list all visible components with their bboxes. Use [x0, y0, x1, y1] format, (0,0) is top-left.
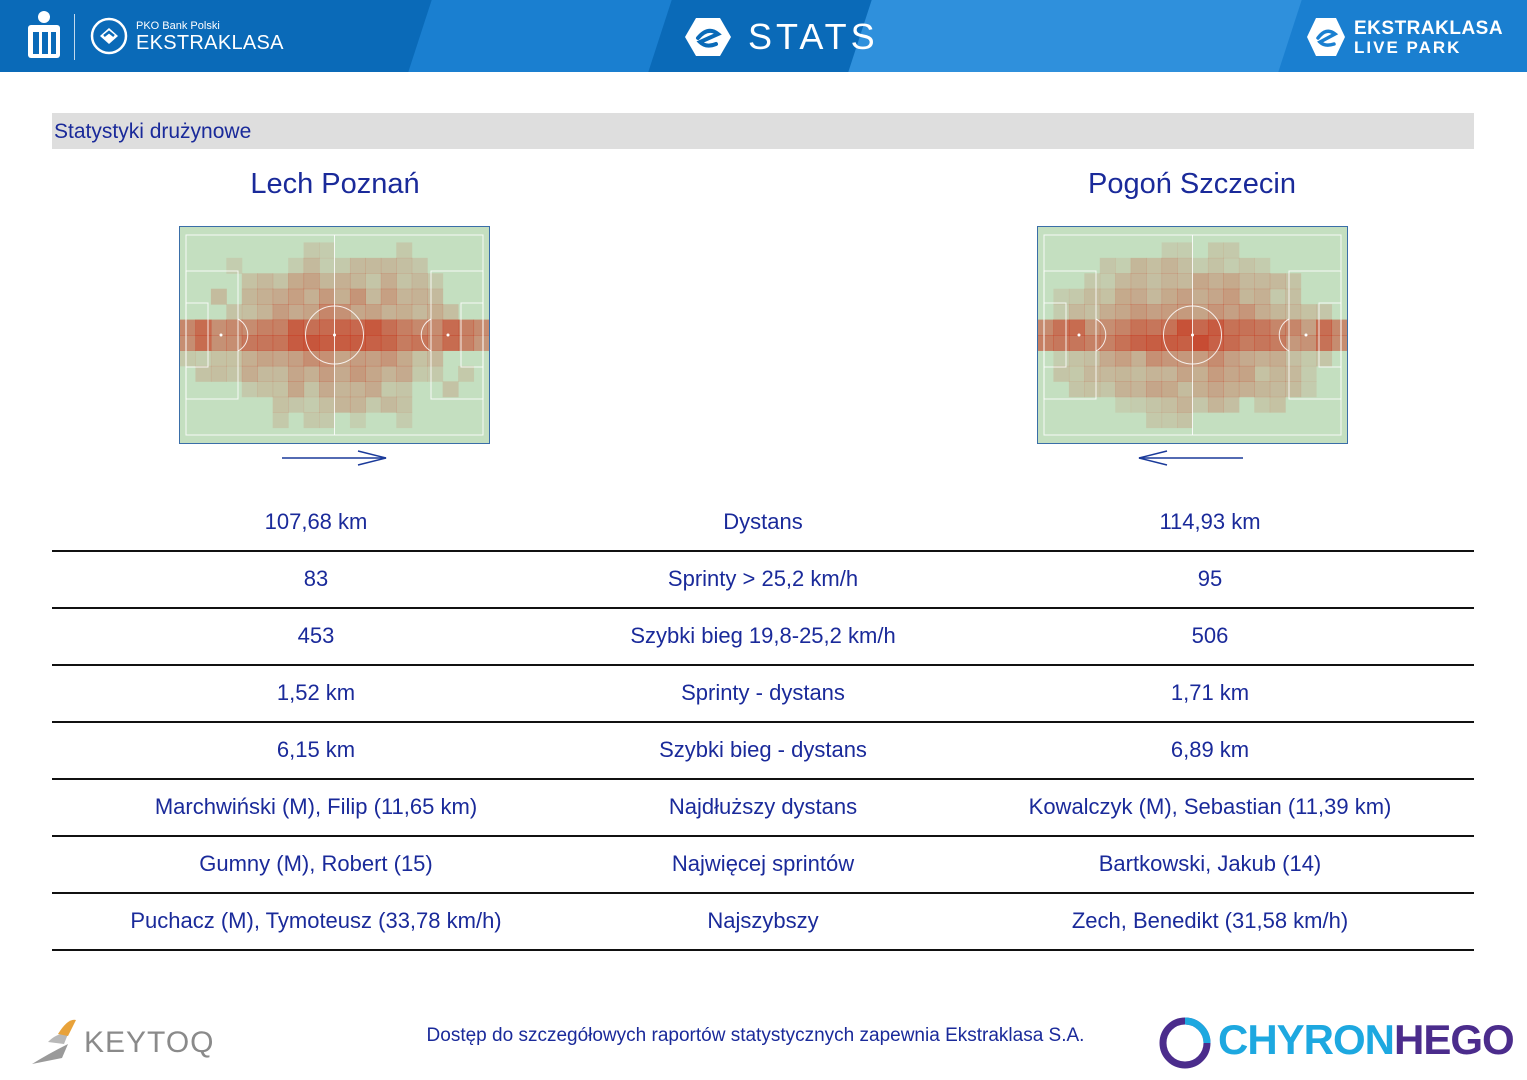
keytoq-logo-text: KEYTOQ [84, 1026, 215, 1059]
chyronhego-logo-icon [1159, 1017, 1211, 1069]
ekstraklasa-brand: EKSTRAKLASA [136, 32, 284, 54]
home-stat-value: 107,68 km [264, 509, 368, 534]
team-stats-table: 107,68 km Dystans 114,93 km 83 Sprinty >… [52, 495, 1474, 951]
live-park-e-icon [1307, 18, 1345, 56]
away-stat-value: 506 [1191, 623, 1229, 648]
table-row: Puchacz (M), Tymoteusz (33,78 km/h) Najs… [52, 894, 1474, 951]
pko-bank-logo-icon [28, 11, 60, 58]
header-stripe [408, 0, 672, 72]
table-row: 1,52 km Sprinty - dystans 1,71 km [52, 666, 1474, 723]
away-team-name: Pogoń Szczecin [1088, 168, 1296, 200]
home-team-name: Lech Poznań [250, 168, 420, 200]
ekstraklasa-shield-icon [90, 17, 128, 55]
section-title: Statystyki drużynowe [54, 120, 252, 143]
table-row: 453 Szybki bieg 19,8-25,2 km/h 506 [52, 609, 1474, 666]
stat-label: Dystans [723, 509, 803, 534]
stat-label: Najwięcej sprintów [671, 851, 855, 876]
live-park-brand: EKSTRAKLASA [1354, 18, 1504, 39]
stat-label: Sprinty - dystans [681, 680, 845, 705]
away-stat-value: 6,89 km [1170, 737, 1250, 762]
table-row: Marchwiński (M), Filip (11,65 km) Najdłu… [52, 780, 1474, 837]
stat-label: Szybki bieg 19,8-25,2 km/h [630, 623, 896, 648]
home-stat-value: Gumny (M), Robert (15) [199, 851, 433, 876]
page-title: STATS [748, 16, 879, 57]
home-stat-value: 83 [303, 566, 329, 591]
home-stat-value: 1,52 km [276, 680, 356, 705]
attack-direction-right-arrow-icon [282, 450, 387, 466]
away-stat-value: Zech, Benedikt (31,58 km/h) [1071, 908, 1349, 933]
stat-label: Szybki bieg - dystans [659, 737, 867, 762]
ekstraklasa-e-icon [685, 18, 731, 56]
live-park-subtitle: LIVE PARK [1354, 38, 1462, 57]
away-stat-value: 95 [1197, 566, 1223, 591]
home-stat-value: 453 [297, 623, 335, 648]
keytoq-logo-icon [32, 1019, 76, 1064]
table-row: 83 Sprinty > 25,2 km/h 95 [52, 552, 1474, 609]
table-row: Gumny (M), Robert (15) Najwięcej sprintó… [52, 837, 1474, 894]
table-row: 6,15 km Szybki bieg - dystans 6,89 km [52, 723, 1474, 780]
pko-bank-label: PKO Bank Polski [136, 20, 220, 32]
header-banner: PKO Bank Polski EKSTRAKLASA STATS EKSTRA… [0, 0, 1527, 72]
section-header: Statystyki drużynowe [52, 113, 1474, 149]
stat-label: Najszybszy [707, 908, 819, 933]
footer-note: Dostęp do szczegółowych raportów statyst… [426, 1025, 1085, 1046]
away-team-heatmap [1037, 226, 1348, 444]
stat-label: Najdłuższy dystans [668, 794, 858, 819]
chyronhego-logo-text: CHYRONHEGO [1218, 1016, 1515, 1064]
away-stat-value: 114,93 km [1159, 509, 1261, 534]
away-stat-value: 1,71 km [1170, 680, 1250, 705]
home-stat-value: Puchacz (M), Tymoteusz (33,78 km/h) [130, 908, 502, 933]
home-stat-value: Marchwiński (M), Filip (11,65 km) [154, 794, 478, 819]
away-stat-value: Kowalczyk (M), Sebastian (11,39 km) [1028, 794, 1392, 819]
chyron-wordmark: CHYRON [1218, 1016, 1395, 1063]
away-stat-value: Bartkowski, Jakub (14) [1098, 851, 1322, 876]
logo-divider [74, 14, 75, 60]
home-team-heatmap [179, 226, 490, 444]
attack-direction-left-arrow-icon [1138, 450, 1243, 466]
stat-label: Sprinty > 25,2 km/h [667, 566, 859, 591]
home-stat-value: 6,15 km [276, 737, 356, 762]
hego-wordmark: HEGO [1394, 1016, 1515, 1063]
table-row: 107,68 km Dystans 114,93 km [52, 495, 1474, 552]
